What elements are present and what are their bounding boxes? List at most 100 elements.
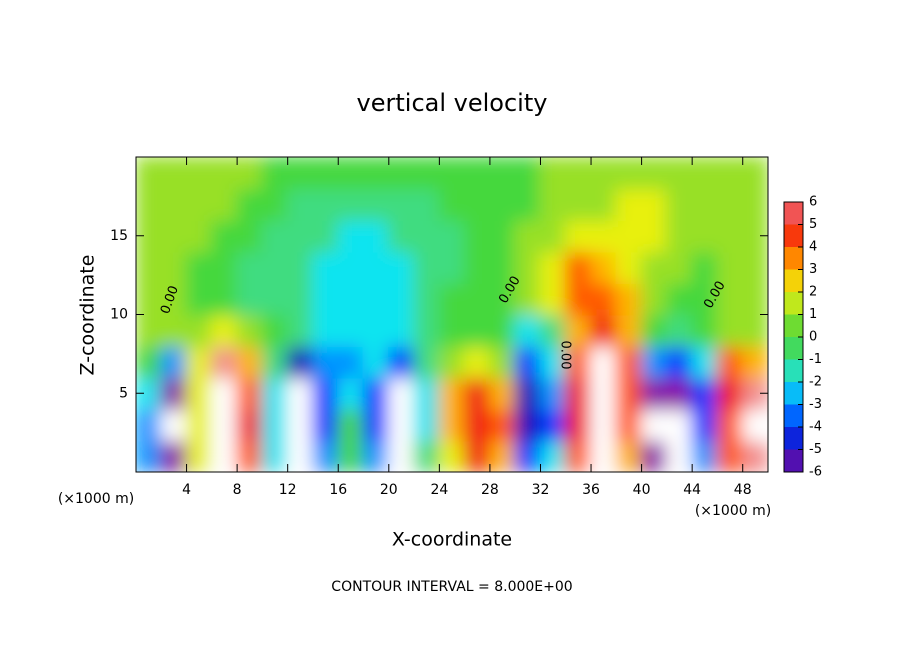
field-cell	[160, 157, 188, 190]
field-cell	[741, 408, 768, 442]
field-cell	[463, 219, 491, 253]
field-cell	[286, 187, 314, 221]
field-cell	[413, 345, 441, 379]
field-cell	[438, 187, 466, 221]
field-cell	[362, 408, 390, 442]
field-cell	[488, 250, 517, 284]
colorbar-label: -1	[809, 352, 822, 367]
field-cell	[261, 376, 289, 410]
colorbar-label: 0	[809, 330, 817, 345]
colorbar-label: 4	[809, 240, 817, 255]
colorbar-band	[784, 269, 803, 292]
field-cell	[362, 376, 390, 410]
field-cell	[488, 313, 517, 347]
field-cell	[539, 376, 567, 410]
field-cell	[539, 282, 567, 316]
field-cell	[640, 250, 668, 284]
x-tick-label: 28	[481, 482, 499, 498]
field-cell	[160, 345, 188, 379]
field-cell	[261, 282, 289, 316]
field-cell	[590, 376, 618, 410]
field-cell	[286, 157, 314, 190]
field-cell	[185, 219, 213, 253]
field-cell	[185, 345, 213, 379]
field-cell	[590, 157, 618, 190]
field-cell	[185, 250, 213, 284]
field-cell	[136, 408, 163, 442]
field-cell	[261, 250, 289, 284]
field-cell	[514, 376, 542, 410]
y-tick-label: 5	[119, 385, 128, 401]
colorbar-band	[784, 247, 803, 270]
field-cell	[463, 157, 491, 190]
field-cell	[160, 408, 188, 442]
x-tick-label: 8	[233, 482, 242, 498]
field-cell	[438, 250, 466, 284]
field-cell	[615, 313, 643, 347]
field-cell	[286, 219, 314, 253]
x-axis-label: X-coordinate	[392, 529, 512, 551]
field-cell	[413, 187, 441, 221]
x-tick-label: 36	[582, 482, 600, 498]
field-cell	[337, 282, 365, 316]
cells	[136, 157, 768, 472]
field-cell	[413, 313, 441, 347]
field-cell	[413, 157, 441, 190]
field-cell	[514, 219, 542, 253]
field-cell	[236, 219, 264, 253]
field-cell	[185, 187, 213, 221]
colorbar-band	[784, 292, 803, 315]
field-cell	[615, 219, 643, 253]
field-cell	[716, 157, 744, 190]
field-cell	[311, 282, 340, 316]
field-cell	[615, 345, 643, 379]
field-cell	[438, 219, 466, 253]
field-cell	[362, 250, 390, 284]
field-cell	[210, 157, 239, 190]
field-cell	[564, 439, 593, 472]
field-cell	[463, 282, 491, 316]
field-cell	[210, 345, 239, 379]
field-cell	[564, 313, 593, 347]
field-cell	[590, 187, 618, 221]
field-cell	[691, 439, 719, 472]
x-tick-label: 44	[683, 482, 701, 498]
field-cell	[539, 408, 567, 442]
field-cell	[741, 157, 768, 190]
colorbar-label: 1	[809, 307, 817, 322]
field-cell	[438, 408, 466, 442]
field-cell	[160, 282, 188, 316]
field-cell	[514, 157, 542, 190]
colorbar-band	[784, 404, 803, 427]
x-tick-label: 4	[182, 482, 191, 498]
field-cell	[514, 313, 542, 347]
field-cell	[210, 439, 239, 472]
field-cell	[210, 187, 239, 221]
field-cell	[311, 408, 340, 442]
field-cell	[514, 345, 542, 379]
field-cell	[160, 187, 188, 221]
field-cell	[337, 157, 365, 190]
field-cell	[665, 250, 694, 284]
field-cell	[210, 219, 239, 253]
field-cell	[691, 376, 719, 410]
field-cell	[564, 187, 593, 221]
field-cell	[236, 187, 264, 221]
field-cell	[136, 439, 163, 472]
field-cell	[665, 219, 694, 253]
field-cell	[665, 187, 694, 221]
field-cell	[463, 313, 491, 347]
field-cell	[691, 157, 719, 190]
y-unit: (×1000 m)	[695, 503, 771, 519]
field-cell	[640, 439, 668, 472]
field-cell	[640, 313, 668, 347]
field-cell	[362, 439, 390, 472]
field-cell	[261, 313, 289, 347]
field-cell	[590, 439, 618, 472]
field-cell	[413, 376, 441, 410]
field-cell	[311, 157, 340, 190]
field-cell	[640, 376, 668, 410]
field-cell	[185, 313, 213, 347]
field-cell	[716, 313, 744, 347]
x-tick-label: 20	[380, 482, 398, 498]
